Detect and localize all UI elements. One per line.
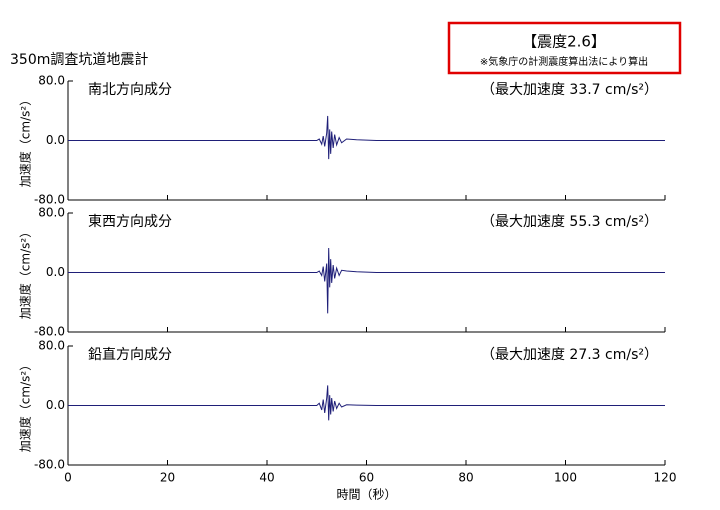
y-tick-label: 0.0 [46, 398, 65, 412]
panel-annotation: （最大加速度 27.3 cm/s²） [481, 347, 658, 363]
waveform [68, 247, 665, 314]
x-tick-label: 60 [359, 471, 374, 485]
y-tick-label: 0.0 [46, 265, 65, 279]
y-tick-label: -80.0 [34, 193, 65, 207]
intensity: 【震度2.6】 [522, 33, 606, 51]
y-tick-label: 80.0 [38, 339, 65, 353]
x-tick-label: 40 [259, 471, 274, 485]
y-tick-label: -80.0 [34, 325, 65, 339]
panel-title: 東西方向成分 [88, 214, 172, 230]
y-axis-label: 加速度（cm/s²） [18, 359, 33, 452]
y-tick-label: 80.0 [38, 74, 65, 88]
y-tick-label: 80.0 [38, 206, 65, 220]
intensity-note: ※気象庁の計測震度算出法により算出 [480, 55, 648, 68]
x-tick-label: 100 [554, 471, 577, 485]
y-axis-label: 加速度（cm/s²） [18, 94, 33, 187]
intensity-box [447, 21, 682, 75]
x-axis-label: 時間（秒） [336, 488, 396, 502]
page-title: 350m調査坑道地震計 [10, 52, 148, 68]
y-tick-label: -80.0 [34, 458, 65, 472]
y-axis-label: 加速度（cm/s²） [18, 226, 33, 319]
panel-annotation: （最大加速度 33.7 cm/s²） [481, 82, 658, 98]
panel-title: 南北方向成分 [88, 82, 172, 98]
y-tick-label: 0.0 [46, 133, 65, 147]
x-tick-label: 120 [654, 471, 677, 485]
x-tick-label: 20 [160, 471, 175, 485]
panel-title: 鉛直方向成分 [88, 346, 172, 363]
x-tick-label: 0 [64, 471, 72, 485]
waveform [68, 385, 665, 421]
waveform [68, 115, 665, 160]
panel-annotation: （最大加速度 55.3 cm/s²） [481, 214, 658, 230]
x-tick-label: 80 [458, 471, 473, 485]
